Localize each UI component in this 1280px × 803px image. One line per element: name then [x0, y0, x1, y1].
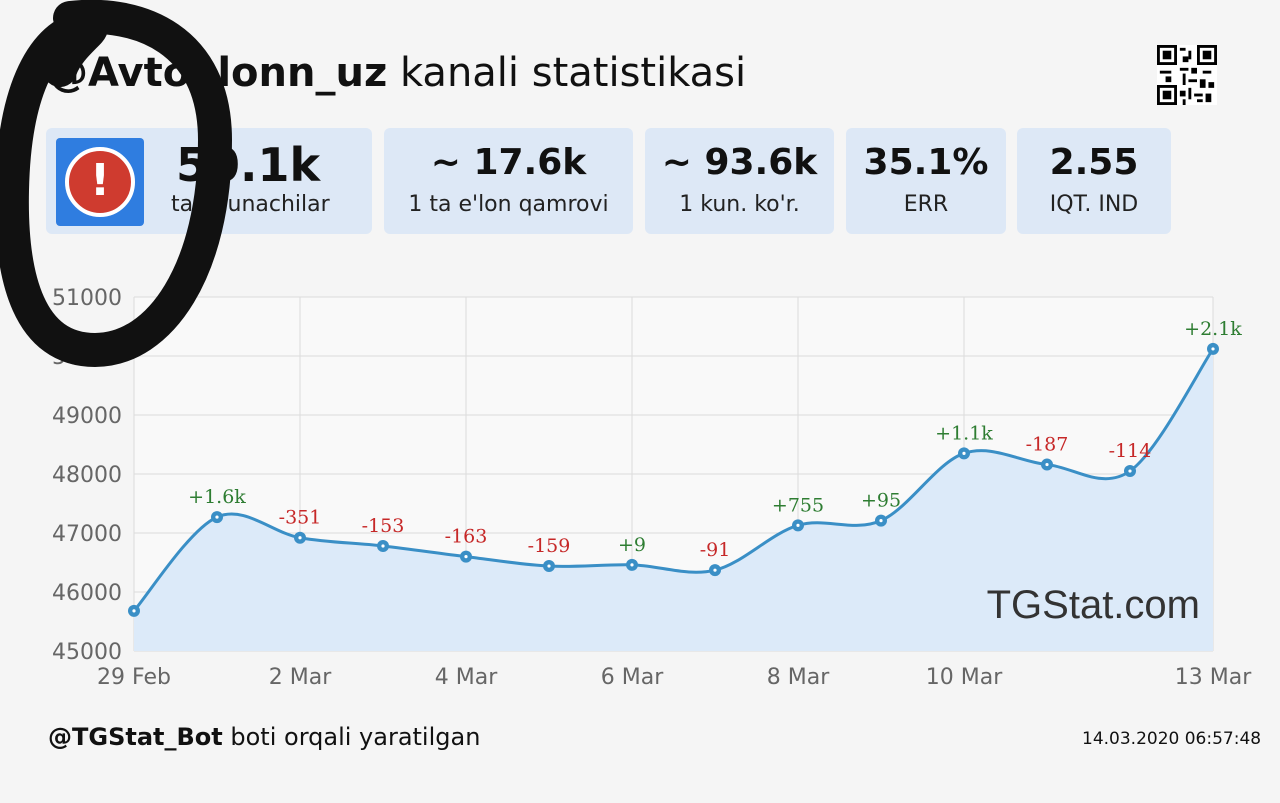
title-suffix: kanali statistikasi: [387, 50, 747, 96]
data-point-center: [547, 564, 551, 568]
data-point-center: [962, 451, 966, 455]
data-point-center: [796, 523, 800, 527]
data-point-center: [879, 519, 883, 523]
data-point-center: [1211, 347, 1215, 351]
data-point-center: [381, 544, 385, 548]
data-label: -114: [1109, 440, 1152, 462]
chart-points: [128, 342, 1219, 617]
citation-index-card: 2.55 IQT. IND: [1017, 128, 1171, 234]
footer-text: boti orqali yaratilgan: [222, 723, 481, 751]
data-label: +2.1k: [1184, 318, 1242, 340]
data-point-center: [1045, 462, 1049, 467]
y-tick-label: 48000: [52, 463, 122, 488]
citation-index-label: IQT. IND: [1049, 192, 1139, 217]
x-tick-label: 29 Feb: [97, 665, 171, 690]
y-tick-label: 47000: [52, 522, 122, 547]
data-point-center: [132, 609, 136, 613]
data-label: -159: [528, 535, 571, 557]
data-point-center: [1128, 469, 1132, 473]
qr-code-icon: [1157, 45, 1217, 105]
bot-link[interactable]: @TGStat_Bot: [48, 723, 223, 751]
data-label: +9: [618, 534, 646, 556]
data-label: +1.6k: [188, 486, 246, 508]
data-point-center: [713, 568, 717, 572]
y-tick-label: 51000: [52, 286, 122, 311]
data-label: +1.1k: [935, 422, 993, 444]
data-point-center: [298, 536, 302, 540]
data-label: -153: [362, 515, 405, 537]
chart-watermark: TGStat.com: [987, 583, 1200, 627]
err-label: ERR: [903, 192, 949, 217]
reach-value: ~ 17.6k: [430, 142, 587, 183]
data-point-center: [215, 515, 219, 519]
citation-index-value: 2.55: [1049, 142, 1139, 183]
x-tick-label: 6 Mar: [601, 665, 664, 690]
y-tick-label: 46000: [52, 581, 122, 606]
daily-views-card: ~ 93.6k 1 kun. ko'r.: [645, 128, 834, 234]
x-tick-label: 8 Mar: [767, 665, 830, 690]
reach-card: ~ 17.6k 1 ta e'lon qamrovi: [384, 128, 633, 234]
footer-credit: @TGStat_Bot boti orqali yaratilgan: [48, 723, 480, 751]
x-tick-label: 4 Mar: [435, 665, 498, 690]
err-value: 35.1%: [863, 142, 989, 183]
err-card: 35.1% ERR: [846, 128, 1006, 234]
data-label: +95: [861, 490, 901, 512]
y-tick-label: 50000: [52, 345, 122, 370]
daily-views-value: ~ 93.6k: [661, 142, 818, 183]
reach-label: 1 ta e'lon qamrovi: [408, 192, 609, 217]
data-label: -163: [445, 526, 488, 548]
chart-data-labels: +1.6k -351 -153 -163 -159 +9 -91 +755 +95 +1.1k -1…: [188, 318, 1242, 561]
data-label: -187: [1026, 434, 1069, 456]
chart-area-fill: [134, 348, 1213, 651]
x-tick-label: 13 Mar: [1175, 665, 1252, 690]
y-tick-label: 49000: [52, 404, 122, 429]
data-point-center: [464, 555, 468, 559]
data-label: -91: [700, 539, 731, 561]
data-label: +755: [772, 494, 824, 516]
y-tick-label: 45000: [52, 640, 122, 665]
data-point-center: [630, 563, 634, 567]
x-tick-label: 2 Mar: [269, 665, 332, 690]
daily-views-label: 1 kun. ko'r.: [679, 192, 800, 217]
footer-timestamp: 14.03.2020 06:57:48: [1082, 729, 1262, 749]
data-label: -351: [279, 507, 322, 529]
x-tick-label: 10 Mar: [926, 665, 1003, 690]
